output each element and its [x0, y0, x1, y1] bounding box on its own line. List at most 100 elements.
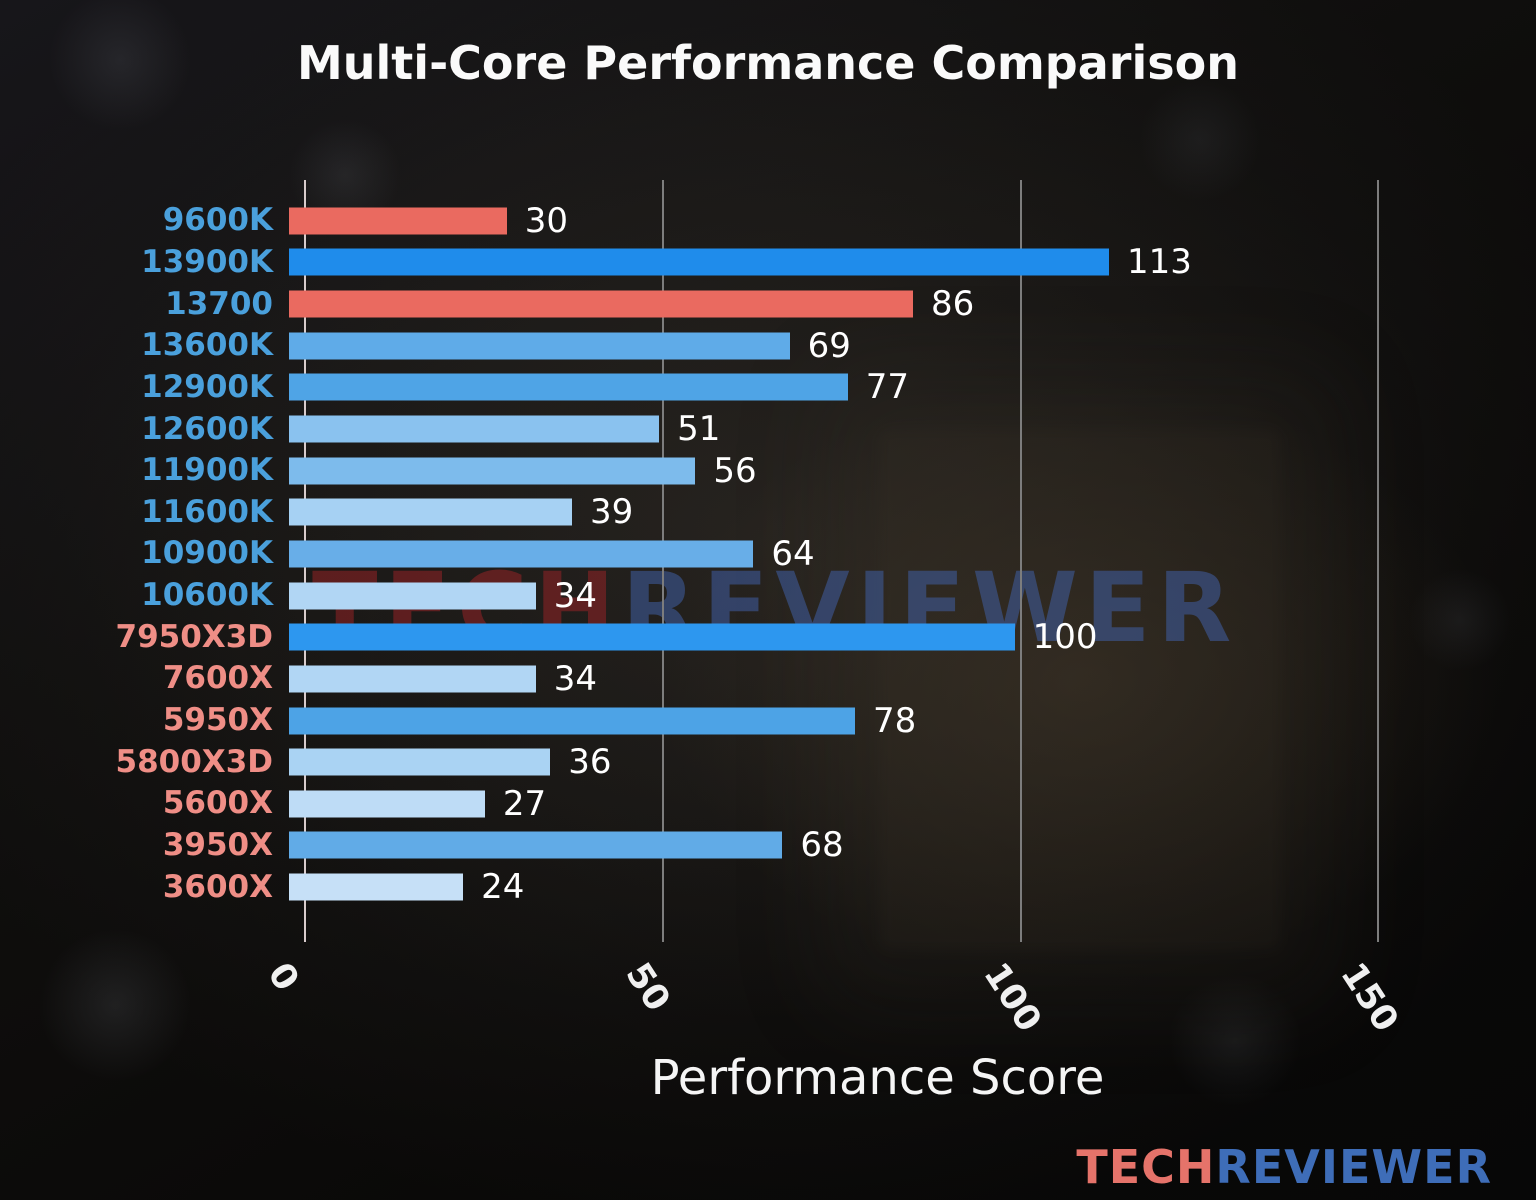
bar-row: 7950X3D 100 — [0, 616, 1536, 658]
bar-row: 11600K 39 — [0, 491, 1536, 533]
bar-track: 77 — [289, 367, 1450, 409]
bar — [289, 290, 914, 318]
bar-track: 39 — [289, 491, 1450, 533]
value-label: 100 — [1032, 617, 1098, 658]
value-label: 64 — [771, 533, 815, 574]
bar-track: 64 — [289, 533, 1450, 575]
brand-logo: TECHREVIEWER — [1076, 1140, 1492, 1194]
bar-track: 78 — [289, 700, 1450, 742]
bar — [289, 707, 855, 734]
bar-track: 24 — [289, 866, 1450, 908]
x-ticks-layer: 0 50 100 150 — [259, 948, 1450, 1058]
category-label: 13700 — [165, 285, 273, 322]
bar — [289, 623, 1015, 651]
bar-track: 113 — [289, 242, 1450, 284]
value-label: 113 — [1126, 242, 1192, 283]
bar — [289, 665, 536, 693]
value-label: 30 — [524, 200, 568, 241]
x-tick-label: 0 — [259, 956, 307, 999]
value-label: 34 — [553, 575, 597, 616]
bar — [289, 748, 551, 776]
value-label: 34 — [553, 658, 597, 699]
bar — [289, 457, 696, 485]
bar-track: 100 — [289, 616, 1450, 658]
category-label: 12900K — [141, 368, 273, 405]
bar-row: 10900K 64 — [0, 533, 1536, 575]
x-tick-label: 150 — [1332, 956, 1407, 1040]
bar-track: 36 — [289, 741, 1450, 783]
bar-track: 34 — [289, 575, 1450, 617]
bar-track: 86 — [289, 283, 1450, 325]
bar-row: 7600X 34 — [0, 658, 1536, 700]
bar-track: 69 — [289, 325, 1450, 367]
category-label: 13900K — [141, 243, 273, 280]
bar-row: 5600X 27 — [0, 783, 1536, 825]
bar — [289, 540, 754, 568]
category-label: 10600K — [141, 577, 273, 614]
bar-row: 12900K 77 — [0, 367, 1536, 409]
bar-row: 13600K 69 — [0, 325, 1536, 367]
bar — [289, 498, 572, 526]
value-label: 36 — [568, 742, 612, 783]
value-label: 27 — [502, 783, 547, 824]
bar — [289, 207, 507, 235]
category-label: 5600X — [162, 785, 273, 822]
bar — [289, 373, 848, 401]
category-label: 5950X — [162, 702, 273, 738]
category-label: 12600K — [141, 410, 273, 447]
gridline — [1377, 180, 1380, 942]
bar-row: 5950X 78 — [0, 700, 1536, 742]
bar — [289, 248, 1109, 276]
bar — [289, 831, 783, 859]
blurred-cpu-socket-shape — [880, 430, 1280, 950]
brand-logo-tech: TECH — [1076, 1140, 1216, 1194]
value-label: 56 — [713, 450, 757, 491]
bar — [289, 790, 485, 818]
bar-track: 30 — [289, 200, 1450, 242]
bar-row: 9600K 30 — [0, 200, 1536, 242]
value-label: 86 — [931, 284, 975, 325]
category-label: 5800X3D — [115, 743, 273, 780]
category-label: 11600K — [141, 493, 273, 530]
bar-row: 13900K 113 — [0, 242, 1536, 284]
value-label: 77 — [865, 367, 909, 408]
x-axis-label: Performance Score — [650, 1050, 1105, 1106]
value-label: 69 — [807, 325, 851, 366]
bar-row: 5800X3D 36 — [0, 741, 1536, 783]
gridline — [1019, 180, 1022, 942]
bar-row: 13700 86 — [0, 283, 1536, 325]
value-label: 51 — [677, 409, 721, 450]
bar-track: 34 — [289, 658, 1450, 700]
bar — [289, 332, 790, 360]
category-label: 10900K — [141, 535, 273, 572]
bar — [289, 582, 536, 610]
bar — [289, 873, 464, 901]
category-label: 9600K — [162, 202, 273, 239]
category-label: 11900K — [141, 452, 273, 489]
bar-row: 11900K 56 — [0, 450, 1536, 492]
category-label: 3600X — [162, 868, 273, 905]
brand-logo-reviewer: REVIEWER — [1215, 1140, 1492, 1194]
bar-row: 10600K 34 — [0, 575, 1536, 617]
value-label: 39 — [589, 492, 634, 533]
category-label: 7950X3D — [115, 618, 273, 655]
value-label: 68 — [800, 825, 844, 866]
bar-row: 3950X 68 — [0, 825, 1536, 867]
x-tick-label: 50 — [617, 956, 678, 1019]
category-label: 13600K — [141, 327, 273, 364]
category-label: 7600X — [162, 660, 273, 697]
bar — [289, 415, 660, 443]
bar-row: 3600X 24 — [0, 866, 1536, 908]
bar-track: 56 — [289, 450, 1450, 492]
bar-track: 51 — [289, 408, 1450, 450]
chart-title: Multi-Core Performance Comparison — [297, 36, 1239, 90]
value-label: 24 — [481, 867, 525, 908]
x-tick-label: 100 — [975, 956, 1049, 1040]
category-label: 3950X — [162, 826, 273, 863]
bar-row: 12600K 51 — [0, 408, 1536, 450]
bars-area: 9600K 30 13900K 113 13700 86 13600K 69 12900K 77 1… — [0, 200, 1536, 908]
value-label: 78 — [872, 700, 917, 741]
bar-track: 27 — [289, 783, 1450, 825]
